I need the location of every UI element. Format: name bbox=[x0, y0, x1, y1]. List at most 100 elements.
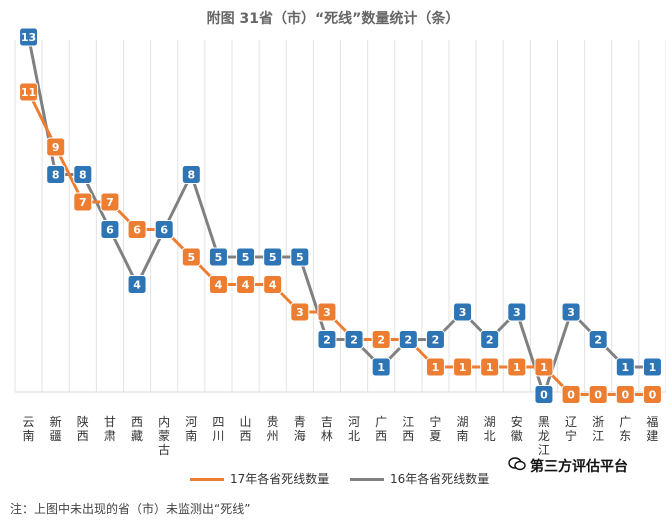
data-point-17: 4 bbox=[263, 275, 283, 294]
x-tick-label: 吉林 bbox=[321, 415, 333, 443]
data-point-17: 4 bbox=[236, 275, 256, 294]
point-marker bbox=[181, 247, 201, 267]
data-point-17: 3 bbox=[290, 302, 310, 322]
data-label: 8 bbox=[79, 169, 87, 182]
x-tick-label: 河南 bbox=[185, 415, 197, 443]
data-point-16: 2 bbox=[425, 330, 445, 349]
x-tick-label: 辽宁 bbox=[565, 415, 577, 443]
point-marker bbox=[127, 275, 147, 294]
x-tick-label: 浙江 bbox=[592, 415, 604, 443]
data-label: 2 bbox=[323, 334, 331, 347]
data-label: 7 bbox=[79, 196, 87, 209]
grid-layer bbox=[14, 40, 666, 393]
point-marker bbox=[453, 302, 473, 322]
data-label: 3 bbox=[567, 306, 575, 319]
point-marker bbox=[46, 165, 66, 184]
data-point-16: 4 bbox=[127, 275, 147, 294]
data-point-16: 5 bbox=[290, 247, 310, 267]
point-marker bbox=[642, 357, 662, 377]
data-point-17: 5 bbox=[181, 247, 201, 267]
point-marker bbox=[236, 247, 256, 267]
point-marker bbox=[480, 330, 500, 349]
data-label: 9 bbox=[52, 141, 60, 154]
x-tick-label: 内蒙古 bbox=[158, 415, 170, 457]
point-marker bbox=[263, 247, 283, 267]
point-marker bbox=[181, 165, 201, 184]
point-marker bbox=[73, 165, 93, 184]
data-label: 3 bbox=[513, 306, 521, 319]
point-marker bbox=[588, 385, 608, 404]
x-tick-label: 云南 bbox=[23, 415, 35, 443]
data-label: 5 bbox=[296, 251, 304, 264]
data-label: 5 bbox=[269, 251, 277, 264]
data-point-17: 6 bbox=[127, 220, 147, 239]
point-marker bbox=[263, 275, 283, 294]
point-marker bbox=[290, 302, 310, 322]
data-label: 3 bbox=[459, 306, 467, 319]
legend-item-17: 17年各省死线数量 bbox=[190, 470, 329, 487]
data-point-16: 2 bbox=[588, 330, 608, 349]
point-marker bbox=[46, 137, 66, 157]
data-point-17: 4 bbox=[208, 275, 228, 294]
data-label: 1 bbox=[459, 361, 467, 374]
data-label: 2 bbox=[594, 334, 602, 347]
data-label: 5 bbox=[242, 251, 250, 264]
point-marker bbox=[642, 385, 662, 404]
data-label: 2 bbox=[486, 334, 494, 347]
data-label: 1 bbox=[377, 361, 385, 374]
data-point-16: 8 bbox=[46, 165, 66, 184]
data-point-17: 0 bbox=[588, 385, 608, 404]
data-label: 1 bbox=[540, 361, 548, 374]
data-point-16: 0 bbox=[534, 385, 554, 404]
data-point-16: 13 bbox=[19, 27, 39, 47]
point-marker bbox=[507, 302, 527, 322]
data-label: 6 bbox=[160, 224, 168, 237]
data-point-16: 1 bbox=[615, 357, 635, 377]
data-point-16: 3 bbox=[561, 302, 581, 322]
data-label: 6 bbox=[106, 224, 114, 237]
point-marker bbox=[19, 27, 39, 47]
data-label: 13 bbox=[21, 31, 36, 44]
data-label: 5 bbox=[215, 251, 223, 264]
legend-swatch-16 bbox=[350, 478, 384, 481]
data-label: 3 bbox=[323, 306, 331, 319]
point-marker bbox=[290, 247, 310, 267]
point-marker bbox=[208, 275, 228, 294]
chart-title: 附图 31省（市）“死线”数量统计（条） bbox=[206, 11, 460, 27]
x-tick-label: 广西 bbox=[375, 415, 387, 443]
data-point-17: 3 bbox=[317, 302, 337, 322]
x-tick-label: 河北 bbox=[348, 415, 360, 443]
footnote: 注：上图中未出现的省（市）未监测出“死线” bbox=[10, 502, 251, 516]
data-point-17: 0 bbox=[642, 385, 662, 404]
x-tick-label: 陕西 bbox=[77, 414, 89, 443]
data-label: 0 bbox=[540, 389, 548, 402]
data-point-16: 2 bbox=[317, 330, 337, 349]
point-marker bbox=[19, 82, 39, 102]
watermark: 第三方评估平台 bbox=[508, 456, 628, 476]
data-point-17: 7 bbox=[100, 192, 120, 212]
data-label: 2 bbox=[350, 334, 358, 347]
data-label: 1 bbox=[621, 361, 629, 374]
data-label: 2 bbox=[404, 334, 412, 347]
point-marker bbox=[317, 330, 337, 349]
data-label: 6 bbox=[133, 224, 141, 237]
data-point-16: 1 bbox=[371, 357, 391, 377]
data-point-16: 3 bbox=[507, 302, 527, 322]
wechat-icon bbox=[508, 457, 526, 475]
data-label: 1 bbox=[513, 361, 521, 374]
data-point-16: 8 bbox=[73, 165, 93, 184]
data-label: 11 bbox=[21, 86, 36, 99]
data-point-16: 6 bbox=[154, 220, 174, 239]
point-marker bbox=[425, 330, 445, 349]
data-label: 1 bbox=[649, 361, 657, 374]
data-point-16: 5 bbox=[263, 247, 283, 267]
point-marker bbox=[371, 357, 391, 377]
point-marker bbox=[317, 302, 337, 322]
x-tick-label: 黑龙江 bbox=[538, 415, 550, 457]
x-tick-label: 江西 bbox=[402, 415, 414, 443]
point-marker bbox=[507, 357, 527, 377]
point-marker bbox=[100, 220, 120, 239]
data-label: 3 bbox=[296, 306, 304, 319]
x-tick-label: 湖北 bbox=[484, 414, 496, 443]
x-tick-label: 安徽 bbox=[511, 414, 523, 443]
